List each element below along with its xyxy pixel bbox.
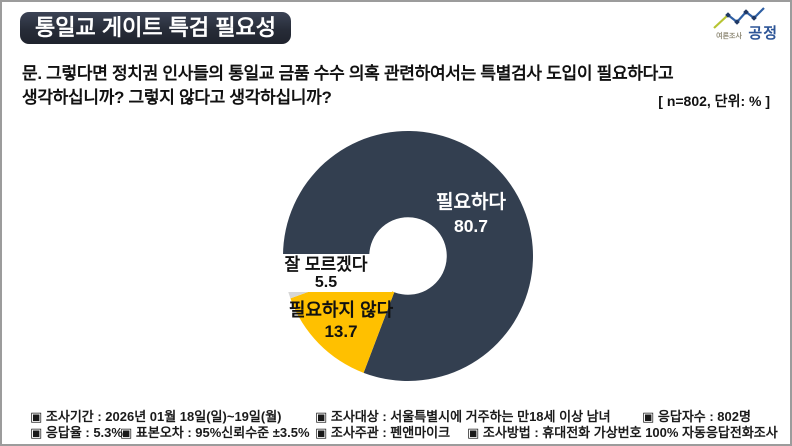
label-dont-know: 잘 모르겠다 5.5 [260, 254, 392, 292]
label-need-name: 필요하다 [436, 192, 506, 213]
trend-line-icon [713, 7, 765, 29]
methodology-footer: ▣ 조사기간 : 2026년 01월 18일(일)~19일(월) ▣ 조사대상 … [2, 404, 790, 440]
label-not-needed-value: 13.7 [324, 322, 358, 341]
footer-response-rate: ▣ 응답율 : 5.3% [30, 425, 123, 440]
label-not-needed: 필요하지 않다 13.7 [280, 299, 402, 343]
logo-text: 여론조사 공정 [668, 25, 778, 43]
donut-slice-0 [283, 130, 533, 381]
donut-chart: 필요하다 80.7 잘 모르겠다 5.5 필요하지 않다 13.7 [258, 106, 558, 406]
page-title: 통일교 게이트 특검 필요성 [20, 12, 291, 44]
footer-margin-error: ▣ 표본오차 : 95%신뢰수준 ±3.5% [120, 425, 310, 440]
footer-survey-target: ▣ 조사대상 : 서울특별시에 거주하는 만18세 이상 남녀 [315, 409, 611, 424]
pollster-logo: 여론조사 공정 [668, 6, 778, 43]
footer-survey-period: ▣ 조사기간 : 2026년 01월 18일(일)~19일(월) [30, 409, 282, 424]
label-need-value: 80.7 [453, 216, 489, 236]
label-not-needed-name: 필요하지 않다 [288, 300, 394, 320]
poll-question: 문. 그렇다면 정치권 인사들의 통일교 금품 수수 의혹 관련하여서는 특별검… [22, 64, 674, 107]
label-need: 필요하다 80.7 [404, 191, 538, 237]
footer-survey-agency: ▣ 조사주관 : 펜앤마이크 [315, 425, 451, 440]
logo-small-label: 여론조사 [716, 33, 742, 40]
logo-brand-label: 공정 [748, 25, 778, 42]
donut-slice-1 [290, 269, 395, 373]
footer-respondents: ▣ 응답자수 : 802명 [642, 409, 751, 424]
footer-survey-method: ▣ 조사방법 : 휴대전화 가상번호 100% 자동응답전화조사 [467, 425, 778, 440]
label-dont-know-value: 5.5 [314, 274, 338, 291]
label-dont-know-name: 잘 모르겠다 [284, 255, 368, 274]
sample-size-note: [ n=802, 단위: % ] [658, 93, 770, 109]
